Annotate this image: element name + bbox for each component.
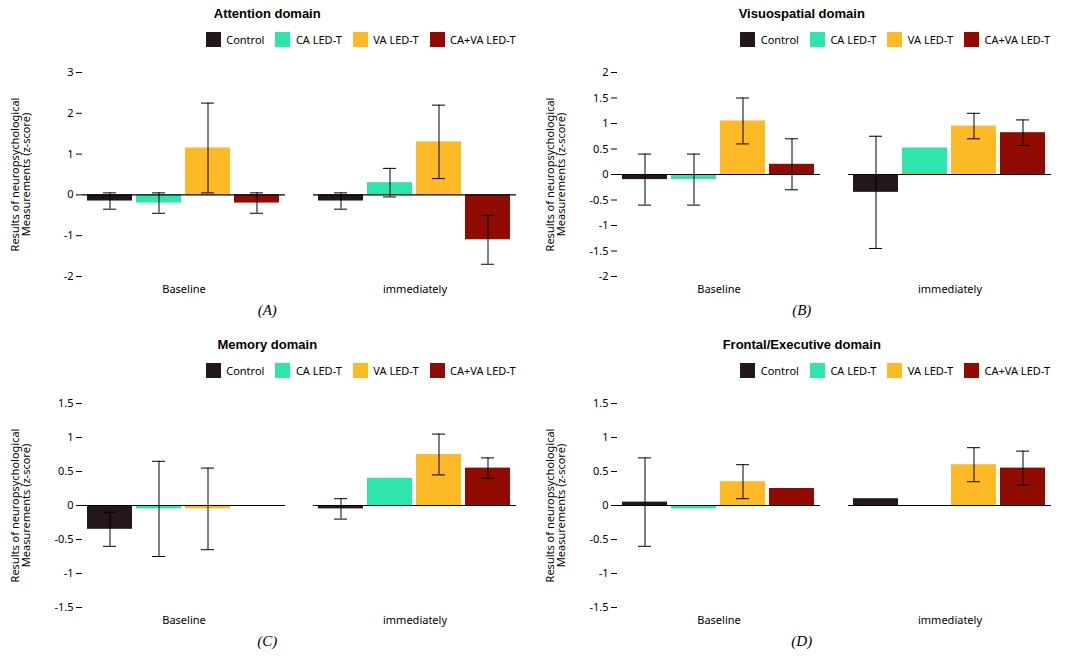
svg-text:-1: -1 [598,565,608,580]
svg-text:2: 2 [67,104,73,119]
svg-text:Results of neuropsychologicalM: Results of neuropsychologicalMeasurement… [8,428,33,582]
svg-text:Results of neuropsychologicalM: Results of neuropsychologicalMeasurement… [8,97,33,251]
svg-text:2: 2 [602,64,608,79]
svg-text:-2: -2 [598,268,608,283]
html-text:CA LED-T: CA LED-T [830,363,877,378]
html-text:CA+VA LED-T: CA+VA LED-T [450,32,516,47]
svg-text:0.5: 0.5 [592,140,608,155]
svg-text:0.5: 0.5 [58,463,74,478]
svg-text:1: 1 [67,429,73,444]
svg-text:3: 3 [67,64,73,79]
html-text:CA LED-T: CA LED-T [295,32,342,47]
html-text:(B): (B) [792,301,812,318]
html-text:VA LED-T: VA LED-T [907,363,953,378]
svg-text:-0.5: -0.5 [54,531,73,546]
html-text:Control: Control [226,363,265,378]
html-text:(C): (C) [257,632,278,649]
svg-text:-0.5: -0.5 [589,531,608,546]
svg-text:-0.5: -0.5 [589,191,608,206]
svg-text:1.5: 1.5 [58,395,74,410]
svg-text:1: 1 [602,115,608,130]
html-text:VA LED-T: VA LED-T [373,363,419,378]
html-text:(A): (A) [257,301,277,318]
html-text:CA LED-T: CA LED-T [830,32,877,47]
html-text:Control: Control [760,32,799,47]
svg-text:Results of neuropsychologicalM: Results of neuropsychologicalMeasurement… [543,97,568,251]
svg-text:-1: -1 [598,217,608,232]
html-text:VA LED-T: VA LED-T [373,32,419,47]
svg-text:Baseline: Baseline [697,612,740,627]
html-text:Control: Control [760,363,799,378]
svg-text:Baseline: Baseline [697,281,740,296]
svg-text:-1.5: -1.5 [589,599,608,614]
svg-text:1.5: 1.5 [592,395,608,410]
svg-text:0: 0 [602,497,608,512]
html-text:CA+VA LED-T: CA+VA LED-T [450,363,516,378]
svg-text:0.5: 0.5 [592,463,608,478]
svg-text:immediately: immediately [917,612,981,627]
svg-text:-1.5: -1.5 [54,599,73,614]
svg-text:1.5: 1.5 [592,89,608,104]
html-text:Frontal/Executive domain: Frontal/Executive domain [722,337,881,352]
svg-text:immediately: immediately [917,281,981,296]
html-text:Memory domain: Memory domain [217,337,318,352]
svg-text:0: 0 [67,497,73,512]
html-text:CA LED-T: CA LED-T [295,363,342,378]
svg-text:1: 1 [602,429,608,444]
html-text:Visuospatial domain: Visuospatial domain [738,6,865,21]
svg-text:Baseline: Baseline [162,281,205,296]
html-text:VA LED-T: VA LED-T [907,32,953,47]
html-text:(D): (D) [791,632,813,649]
svg-text:immediately: immediately [383,612,447,627]
svg-text:-2: -2 [64,268,74,283]
svg-text:Results of neuropsychologicalM: Results of neuropsychologicalMeasurement… [543,428,568,582]
svg-text:1: 1 [67,145,73,160]
svg-text:-1: -1 [64,565,74,580]
svg-text:-1.5: -1.5 [589,242,608,257]
svg-text:Baseline: Baseline [162,612,205,627]
html-text:CA+VA LED-T: CA+VA LED-T [984,32,1050,47]
svg-text:0: 0 [602,166,608,181]
svg-text:immediately: immediately [383,281,447,296]
svg-text:0: 0 [67,186,73,201]
html-text:CA+VA LED-T: CA+VA LED-T [984,363,1050,378]
html-text:Attention domain: Attention domain [213,6,321,21]
html-text:Control: Control [226,32,265,47]
svg-text:-1: -1 [64,227,74,242]
